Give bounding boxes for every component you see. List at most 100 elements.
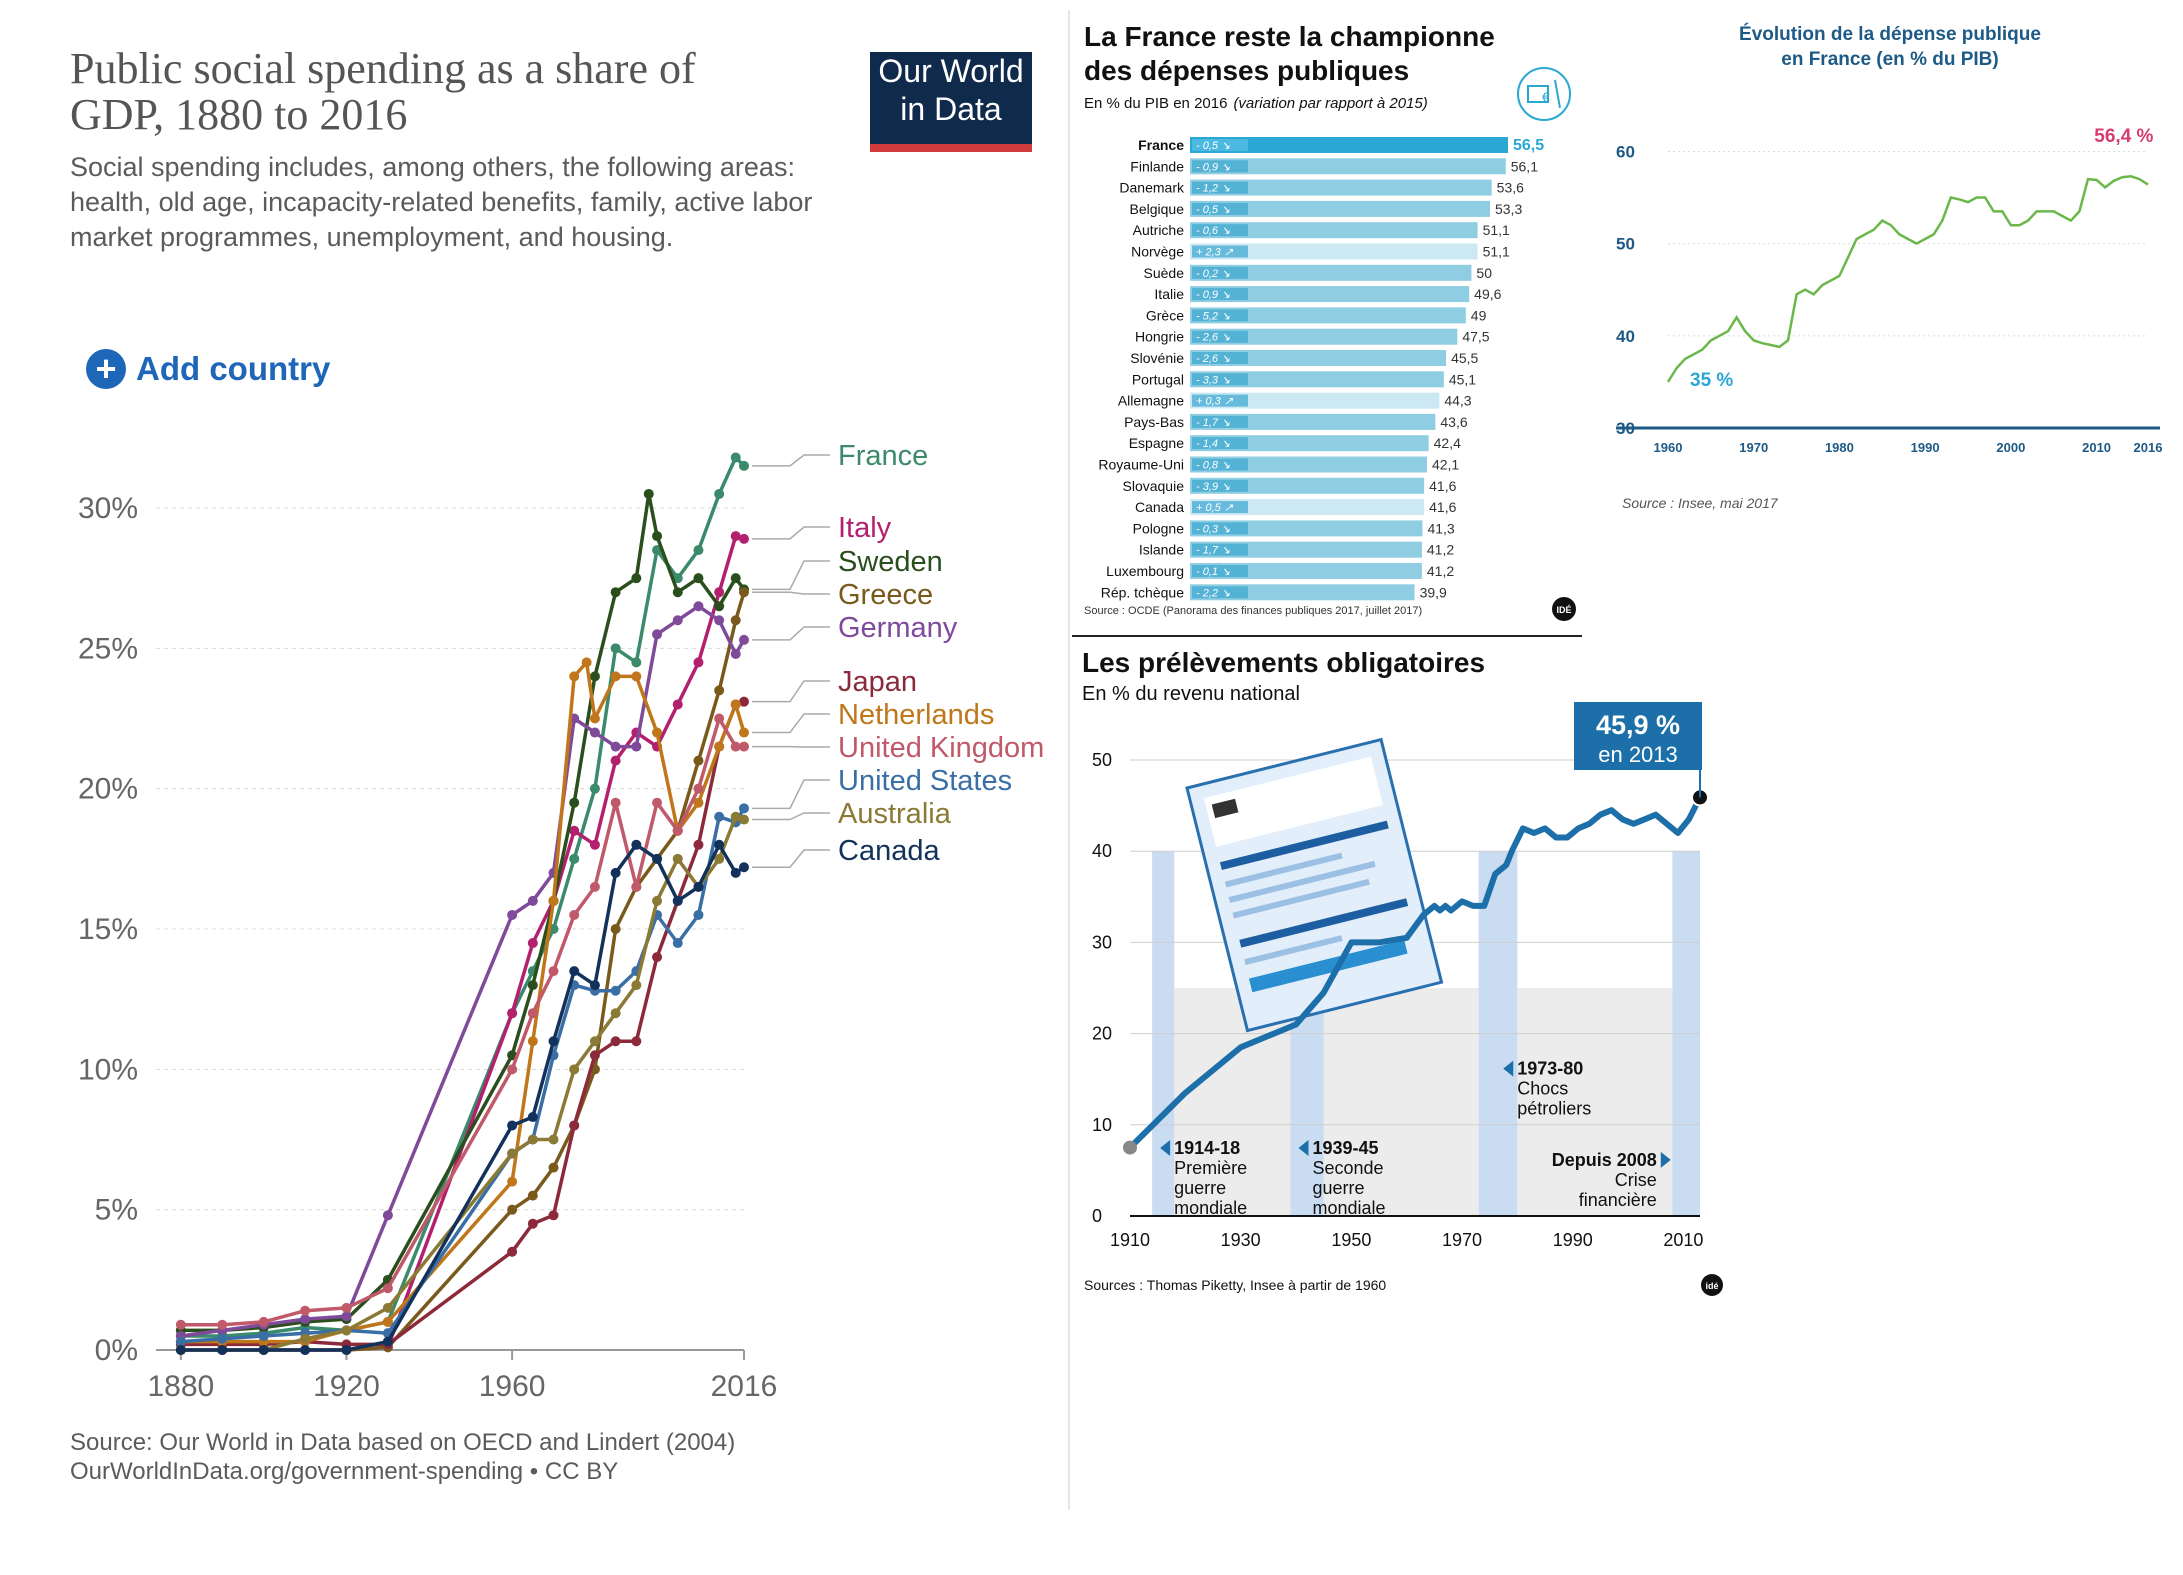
ide-logo-2	[1701, 1274, 1723, 1296]
data-point	[382, 1302, 393, 1313]
bar	[1190, 137, 1508, 153]
legend-leader	[752, 560, 830, 591]
data-point	[631, 881, 642, 892]
variation-label: - 0,5 ↘	[1196, 204, 1230, 216]
period-band-light	[1517, 988, 1673, 1216]
value-label: 41,3	[1427, 520, 1454, 536]
data-point	[507, 1148, 518, 1159]
data-point	[507, 1176, 518, 1187]
data-point	[507, 1064, 518, 1075]
bar-chart-title-line2: des dépenses publiques	[1084, 55, 1409, 86]
bar-row-rep-tcheque: Rép. tchèque - 2,2 ↘ 39,9	[1101, 584, 1447, 601]
bar	[1190, 413, 1436, 430]
y-tick-label: 20	[1092, 1024, 1112, 1044]
y-tick-label: 40	[1616, 327, 1635, 346]
country-label: Belgique	[1130, 201, 1185, 217]
x-tick-label: 2000	[1996, 440, 2025, 455]
bar	[1190, 499, 1425, 516]
data-point	[589, 783, 600, 794]
annotation-text: pétroliers	[1517, 1099, 1591, 1119]
bar-row-france: France - 0,5 ↘ 56,5	[1138, 137, 1544, 154]
y-tick-label: 25%	[78, 632, 138, 665]
owid-logo[interactable]: Our World in Data	[870, 52, 1032, 152]
country-label: Pologne	[1133, 520, 1185, 536]
y-tick-label: 40	[1092, 841, 1112, 861]
bar	[1190, 328, 1458, 345]
plus-circle-icon: +	[86, 349, 126, 389]
data-point	[507, 1008, 518, 1019]
data-point	[527, 1190, 538, 1201]
spending-end-label: 56,4 %	[2094, 126, 2153, 147]
data-point	[382, 1283, 393, 1294]
data-point	[714, 853, 725, 864]
variation-label: - 1,4 ↘	[1196, 438, 1230, 450]
france-spending-chart: Évolution de la dépense publique en Fran…	[1616, 23, 2162, 511]
levy-line	[1127, 796, 1703, 1150]
data-point	[672, 699, 683, 710]
data-point	[643, 488, 654, 499]
value-label: 47,5	[1462, 329, 1489, 345]
annotation-text: financière	[1579, 1190, 1657, 1210]
variation-label: - 0,6 ↘	[1196, 225, 1230, 237]
value-label: 50	[1476, 265, 1492, 281]
bar	[1190, 222, 1478, 239]
variation-badge	[1192, 394, 1248, 407]
data-point	[672, 615, 683, 626]
data-point	[714, 713, 725, 724]
data-point	[652, 952, 663, 963]
bar	[1190, 350, 1447, 366]
owid-line-chart: 0% 5% 10% 15% 20% 25% 30% 1880 1920 1960 2016 Franc…	[78, 440, 1044, 1403]
bar-row-islande: Islande - 1,7 ↘ 41,2	[1139, 541, 1454, 558]
variation-badge	[1192, 501, 1248, 514]
bar-row-canada: Canada + 0,5 ↗ 41,6	[1135, 499, 1457, 516]
add-country-button[interactable]: + Add country	[86, 346, 330, 392]
data-point	[714, 615, 725, 626]
data-point	[714, 587, 725, 598]
data-point	[652, 629, 663, 640]
series-label: United Kingdom	[838, 732, 1044, 764]
data-point	[589, 839, 600, 850]
country-label: Hongrie	[1135, 329, 1184, 345]
x-tick-label: 1950	[1331, 1230, 1371, 1250]
data-point	[739, 741, 749, 752]
data-point	[714, 601, 725, 612]
variation-label: + 0,3 ↗	[1196, 396, 1234, 408]
value-label: 39,9	[1420, 584, 1447, 600]
spending-source: Source : Insee, mai 2017	[1622, 495, 1779, 511]
data-point	[730, 648, 741, 659]
country-label: Slovaquie	[1123, 478, 1185, 494]
data-point	[569, 966, 580, 977]
data-point	[300, 1314, 311, 1325]
tax-levy-chart: Les prélèvements obligatoires En % du re…	[1082, 647, 1723, 1296]
legend-leader	[752, 713, 830, 734]
data-point	[739, 587, 749, 598]
bar	[1190, 179, 1492, 196]
arrow-left-icon	[1160, 1139, 1171, 1156]
data-point	[672, 853, 683, 864]
source-url[interactable]: OurWorldInData.org/government-spending •…	[70, 1458, 619, 1485]
arrow-left-icon	[1298, 1139, 1309, 1156]
data-point	[527, 980, 538, 991]
owid-panel: Public social spending as a share of GDP…	[28, 10, 1070, 1510]
series-france: France	[175, 440, 928, 1341]
country-label: France	[1138, 137, 1184, 153]
data-point	[631, 741, 642, 752]
variation-label: - 0,2 ↘	[1196, 268, 1230, 280]
y-tick-label: 30%	[78, 492, 138, 525]
series-line	[180, 660, 746, 1344]
data-point	[631, 1036, 642, 1047]
data-point	[652, 727, 663, 738]
bar-row-royaume-uni: Royaume-Uni - 0,8 ↘ 42,1	[1098, 456, 1459, 473]
data-point	[569, 1120, 580, 1131]
levy-title: Les prélèvements obligatoires	[1082, 647, 1485, 678]
series-label: Netherlands	[838, 699, 994, 731]
data-point	[610, 741, 621, 752]
x-tick-label: 1930	[1221, 1230, 1261, 1250]
bar-row-pays-bas: Pays-Bas - 1,7 ↘ 43,6	[1124, 413, 1468, 430]
variation-badge	[1192, 266, 1248, 279]
data-point	[714, 811, 725, 822]
x-tick-label: 2010	[2082, 440, 2111, 455]
spending-title-line1: Évolution de la dépense publique	[1739, 23, 2041, 45]
bar	[1190, 392, 1440, 409]
data-point	[589, 713, 600, 724]
